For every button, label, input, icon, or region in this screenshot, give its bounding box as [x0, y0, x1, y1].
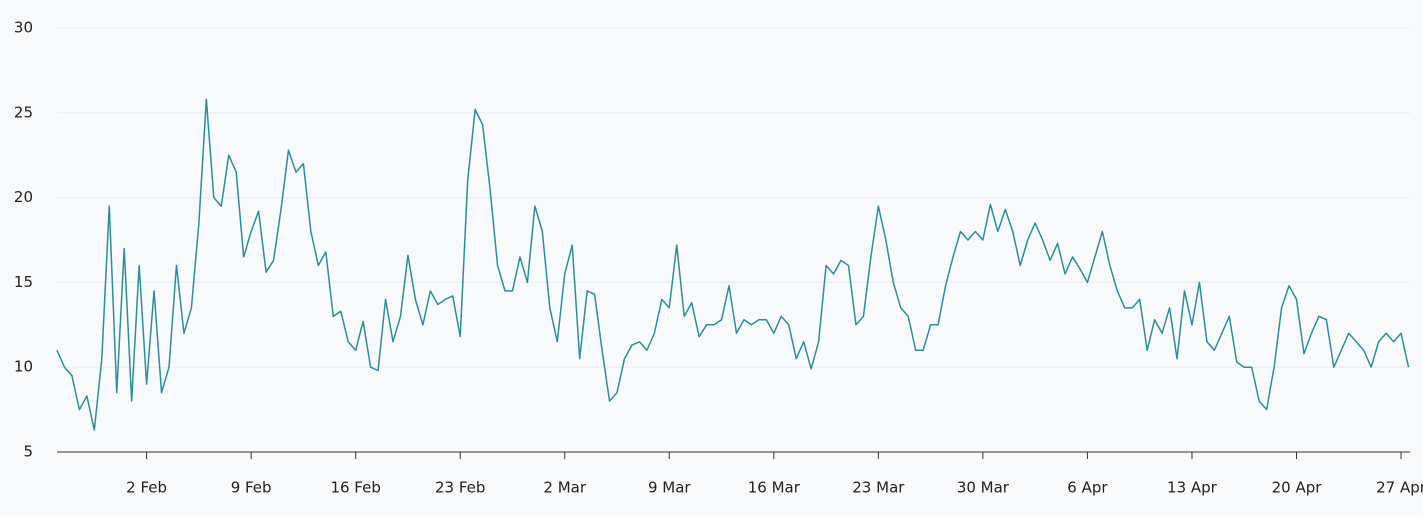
x-tick-label: 16 Mar [748, 479, 801, 497]
x-tick-label: 2 Feb [126, 479, 167, 497]
x-tick-label: 9 Feb [231, 479, 272, 497]
x-tick-label: 23 Mar [852, 479, 905, 497]
x-tick-label: 6 Apr [1067, 479, 1108, 497]
x-tick-label: 2 Mar [543, 479, 586, 497]
y-tick-label: 20 [14, 188, 33, 206]
y-tick-label: 5 [23, 443, 33, 461]
x-tick-label: 23 Feb [435, 479, 485, 497]
x-tick-label: 30 Mar [957, 479, 1010, 497]
y-tick-label: 15 [14, 273, 33, 291]
x-tick-label: 20 Apr [1272, 479, 1323, 497]
series-line [56, 98, 1410, 431]
y-tick-label: 30 [14, 19, 33, 37]
x-tick-label: 16 Feb [330, 479, 380, 497]
x-tick-label: 13 Apr [1167, 479, 1218, 497]
x-tick-label: 9 Mar [648, 479, 691, 497]
y-tick-label: 10 [14, 358, 33, 376]
x-tick-label: 27 Apr [1376, 479, 1423, 497]
y-tick-label: 25 [14, 103, 33, 121]
